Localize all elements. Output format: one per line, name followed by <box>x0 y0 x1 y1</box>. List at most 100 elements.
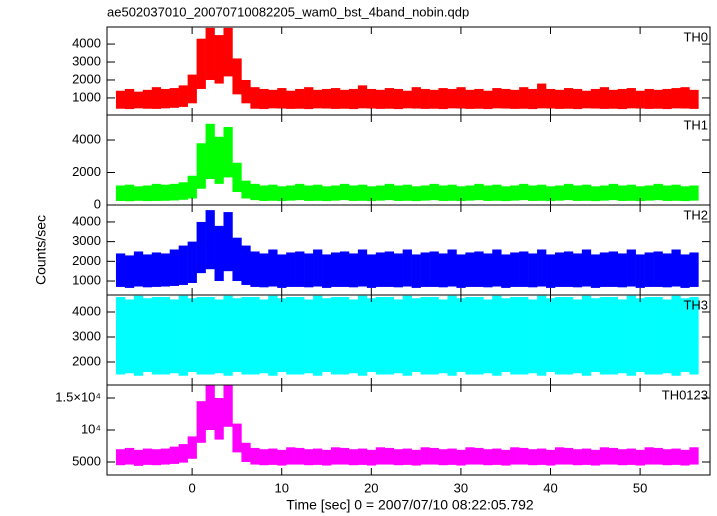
band-segment <box>563 251 574 287</box>
band-segment <box>205 385 215 430</box>
band-segment <box>268 448 278 465</box>
band-segment <box>322 298 332 372</box>
band-segment <box>581 448 592 465</box>
band-segment <box>393 253 403 288</box>
band-segment <box>384 447 395 465</box>
band-segment <box>626 249 636 287</box>
band-segment <box>196 297 206 375</box>
band-segment <box>680 186 690 202</box>
band-segment <box>510 89 520 109</box>
band-segment <box>115 253 126 287</box>
band-segment <box>313 89 323 109</box>
band-segment <box>142 448 153 465</box>
band-segment <box>420 252 430 287</box>
band-segment <box>268 295 278 376</box>
band-segment <box>393 299 403 374</box>
band-segment <box>151 87 162 109</box>
band-segment <box>662 253 672 288</box>
band-segment <box>608 89 619 109</box>
band-segment <box>671 249 681 287</box>
band-segment <box>259 449 269 466</box>
band-segment <box>133 186 144 201</box>
band-segment <box>133 91 144 109</box>
band-segment <box>241 79 251 104</box>
band-segment <box>313 184 323 201</box>
band-segment <box>169 299 179 374</box>
band-segment <box>671 295 681 376</box>
band-segment <box>151 252 162 287</box>
band-segment <box>250 251 260 287</box>
band-segment <box>474 251 484 287</box>
band-segment <box>626 448 636 465</box>
band-segment <box>124 447 135 465</box>
band-segment <box>420 447 430 465</box>
band-segment <box>196 401 206 443</box>
band-segment <box>178 182 188 200</box>
band-segment <box>169 249 179 286</box>
band-segment <box>644 447 654 465</box>
band-segment <box>581 184 592 201</box>
x-tick-label: 20 <box>364 480 378 495</box>
band-segment <box>223 295 233 376</box>
band-segment <box>322 88 332 109</box>
band-segment <box>590 186 601 202</box>
band-segment <box>429 447 439 465</box>
band-segment <box>680 449 690 466</box>
band-segment <box>617 299 627 374</box>
band-segment <box>348 185 359 201</box>
band-segment <box>563 88 574 109</box>
band-segment <box>151 449 162 466</box>
band-segment <box>411 87 421 109</box>
band-segment <box>115 185 126 201</box>
band-segment <box>528 253 538 288</box>
band-segment <box>375 252 386 287</box>
band-segment <box>304 87 314 110</box>
band-segment <box>322 186 332 202</box>
band-segment <box>563 297 574 375</box>
band-segment <box>546 298 556 372</box>
band-segment <box>617 88 627 110</box>
band-segment <box>375 447 386 465</box>
band-segment <box>590 298 601 372</box>
y-tick-label: 2000 <box>72 164 101 179</box>
band-segment <box>402 90 412 109</box>
band-segment <box>357 184 368 201</box>
band-segment <box>286 447 296 465</box>
band-segment <box>259 299 269 374</box>
y-tick-label: 3000 <box>72 53 101 68</box>
band-segment <box>232 162 242 193</box>
band-segment <box>608 447 619 465</box>
band-segment <box>304 253 314 288</box>
band-segment <box>295 88 305 109</box>
band-segment <box>160 253 171 287</box>
band-segment <box>662 185 672 201</box>
band-segment <box>474 88 484 109</box>
band-segment <box>519 447 529 465</box>
y-tick-label: 0 <box>94 196 101 211</box>
band-segment <box>348 449 359 466</box>
band-segment <box>635 186 645 202</box>
band-segment <box>626 295 636 376</box>
band-segment <box>599 87 610 109</box>
band-segment <box>689 447 699 465</box>
band-segment <box>653 447 663 465</box>
band-segment <box>142 185 153 202</box>
y-tick-label: 1000 <box>72 89 101 104</box>
band-segment <box>572 185 583 201</box>
band-segment <box>250 447 260 465</box>
band-segment <box>187 74 197 104</box>
band-segment <box>124 255 135 288</box>
band-segment <box>366 88 377 109</box>
band-segment <box>160 88 171 109</box>
band-segment <box>528 299 538 374</box>
band-segment <box>474 183 484 201</box>
band-segment <box>483 185 493 201</box>
band-segment <box>277 254 287 288</box>
band-segment <box>393 185 403 201</box>
band-segment <box>581 295 592 376</box>
band-segment <box>411 254 421 288</box>
band-segment <box>160 184 171 201</box>
band-segment <box>644 252 654 287</box>
band-segment <box>510 297 520 375</box>
